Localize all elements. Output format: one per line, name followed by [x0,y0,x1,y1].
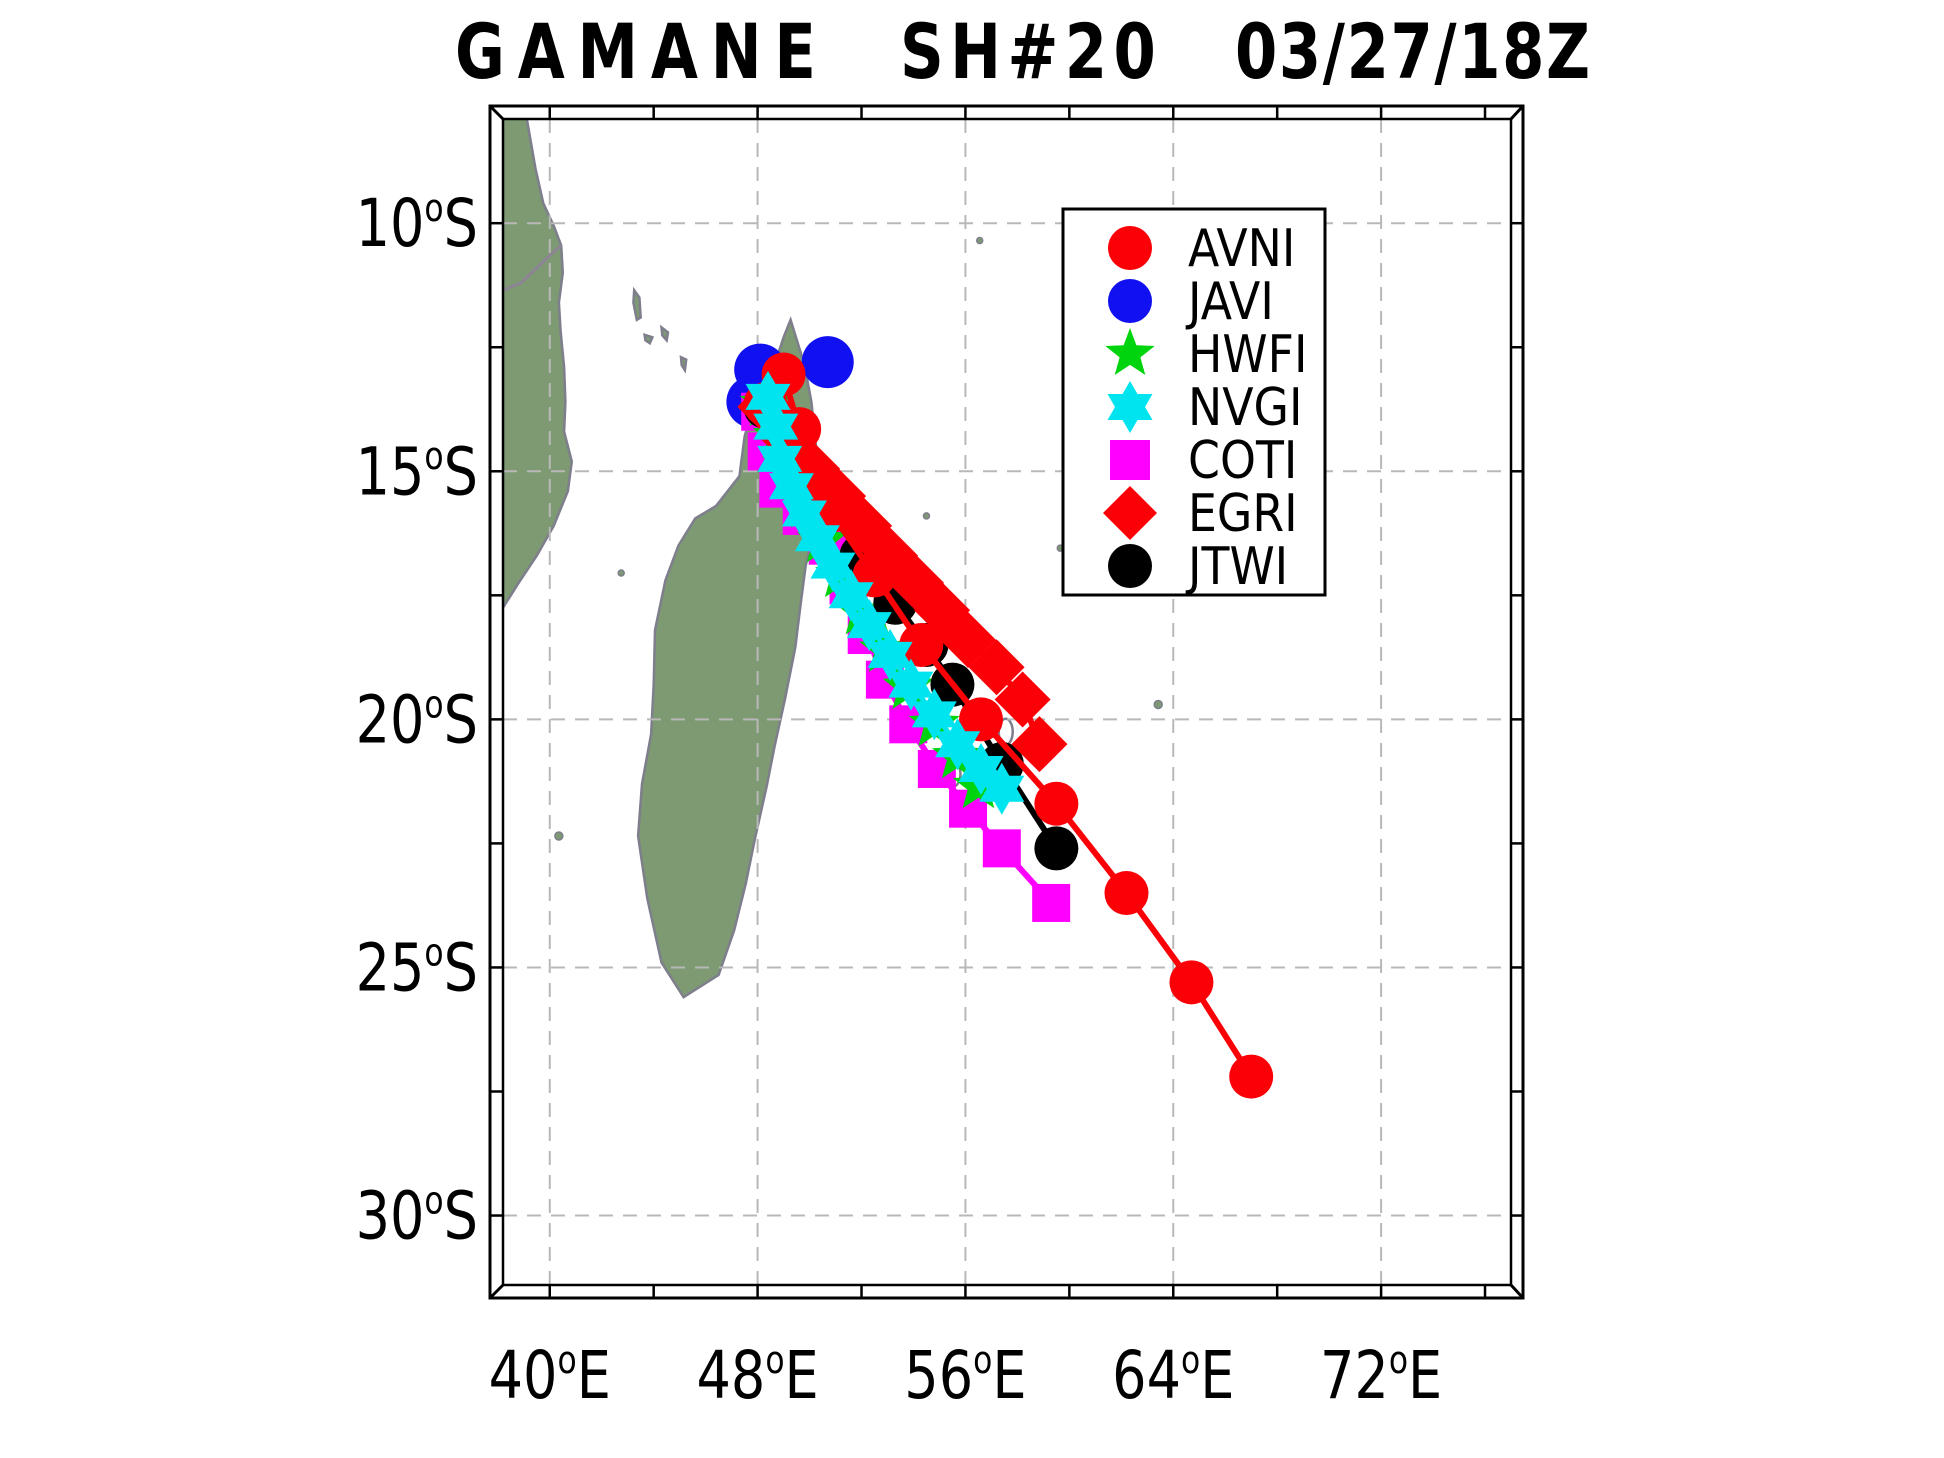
track-marker-JTWI-8 [1034,826,1079,871]
track-NVGI [745,370,1025,815]
legend-label-JTWI: JTWI [1185,536,1288,597]
legend-label-AVNI: AVNI [1188,218,1295,279]
track-marker-NVGI-4 [781,487,827,540]
track-marker-COTI-11 [982,829,1021,868]
x-tick-label-48E: 48o​E [696,1338,818,1415]
landmass-mayotte [679,355,688,374]
x-tick-label-72E: 72o​E [1320,1338,1442,1415]
track-marker-NVGI-7 [828,569,874,622]
frame-inner [501,117,1513,1287]
frame-bevel-0 [488,104,505,121]
legend-label-JAVI: JAVI [1185,271,1274,332]
tanzania-mozambique-border [503,244,563,292]
track-marker-EGRI-11 [1011,716,1068,773]
legend-box [1061,207,1327,597]
model-tracks [726,336,1274,1099]
track-marker-NVGI-6 [810,539,856,592]
track-marker-AVNI-6 [959,697,1004,742]
frame-outer [488,104,1525,1300]
legend-entry-NVGI: NVGI [1107,377,1302,438]
landmass-moheli [643,332,655,346]
legend-label-COTI: COTI [1188,430,1297,491]
track-marker-NVGI-0 [745,370,791,423]
track-marker-NVGI-9 [867,628,913,681]
legend-label-EGRI: EGRI [1188,483,1298,544]
legend-entry-JAVI: JAVI [1108,271,1274,332]
track-marker-AVNI-8 [1104,871,1149,916]
legend-marker-JTWI [1108,544,1152,588]
legend-entry-HWFI: HWFI [1105,324,1307,385]
frame-bevel-1 [1509,104,1525,121]
legend-entry-COTI: COTI [1110,430,1297,491]
track-marker-NVGI-14 [979,762,1025,815]
legend-marker-EGRI [1103,486,1157,540]
landmass-africa-mainland [503,119,574,611]
island-juan-de-nova [617,569,625,577]
legend-entry-EGRI: EGRI [1103,483,1298,544]
track-marker-AVNI-5 [899,622,944,667]
legend-marker-NVGI [1107,381,1153,433]
track-marker-NVGI-10 [888,658,934,711]
legend-marker-AVNI [1108,226,1152,270]
track-marker-AVNI-7 [1034,781,1079,826]
track-marker-EGRI-9 [968,639,1025,696]
track-marker-NVGI-8 [846,599,892,652]
legend-label-NVGI: NVGI [1188,377,1302,438]
y-tick-label-15S: 15o​S [356,434,478,511]
track-marker-NVGI-11 [911,688,957,741]
legend-label-HWFI: HWFI [1188,324,1307,385]
title-storm-id: SH#20 [900,8,1162,96]
frame-bevel-3 [1509,1283,1525,1300]
x-tick-label-56E: 56o​E [904,1338,1026,1415]
title-storm-name: GAMANE [455,8,829,96]
legend-entry-AVNI: AVNI [1108,218,1295,279]
legend-marker-HWFI [1105,328,1155,375]
legend-marker-JAVI [1108,279,1152,323]
y-tick-label-20S: 20o​S [356,682,478,759]
map-frame [488,104,1525,1300]
x-tick-label-64E: 64o​E [1112,1338,1234,1415]
legend-entry-JTWI: JTWI [1108,536,1288,597]
y-tick-label-10S: 10o​S [356,186,478,263]
landmass-anjouan [659,324,670,344]
track-marker-AVNI-9 [1169,960,1214,1005]
frame-bevel-2 [488,1283,505,1300]
track-marker-AVNI-10 [1229,1054,1274,1099]
landmass-grande-comore [632,286,642,322]
track-marker-COTI-12 [1032,883,1071,922]
island-europa [554,831,564,841]
y-tick-label-30S: 30o​S [356,1178,478,1255]
x-tick-label-40E: 40o​E [489,1338,611,1415]
track-marker-JAVI-2 [801,336,854,389]
legend-marker-COTI [1110,440,1150,480]
island-rodrigues [1153,699,1163,710]
track-marker-NVGI-1 [753,400,799,453]
island-agalega [975,236,984,245]
y-tick-label-25S: 25o​S [356,930,478,1007]
title-init-time: 03/27/18Z [1235,8,1592,96]
island-tromelin [922,512,931,520]
track-marker-EGRI-10 [994,671,1051,728]
